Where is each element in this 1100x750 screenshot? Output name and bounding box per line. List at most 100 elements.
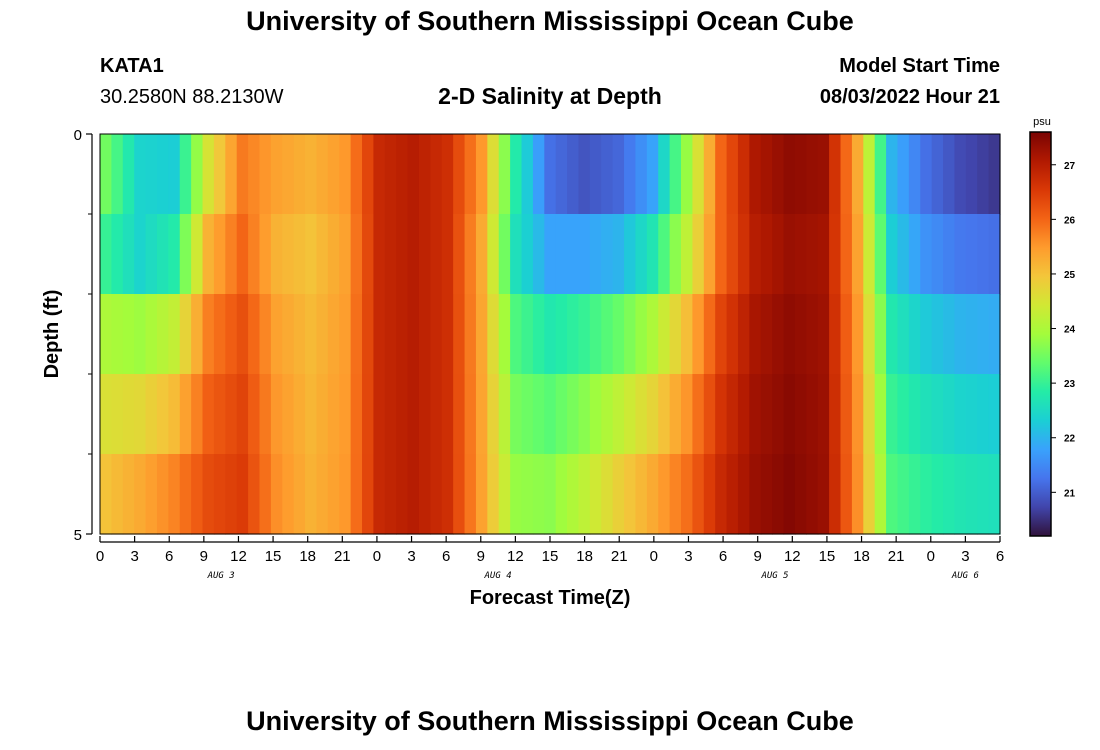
heatmap-cell [954,454,967,535]
heatmap-cell [749,374,762,455]
heatmap-cell [521,454,534,535]
heatmap-cell [293,454,306,535]
colorbar-unit: psu [1033,116,1051,128]
heatmap-cell [931,134,944,215]
y-axis: 0 5 Depth (ft) [41,127,93,544]
heatmap-cell [305,294,318,375]
heatmap-cell [282,134,295,215]
x-tick-label: 15 [542,548,559,565]
heatmap-cell [703,294,716,375]
heatmap-cell [396,134,409,215]
station-coordinates: 30.2580N 88.2130W [100,86,284,108]
heatmap-cell [658,214,671,295]
heatmap-cell [316,214,329,295]
heatmap-cell [396,294,409,375]
heatmap-cell [669,214,682,295]
heatmap-cell [601,374,614,455]
heatmap-cell [567,214,580,295]
heatmap-cell [988,214,1001,295]
heatmap-cell [373,294,386,375]
heatmap-cell [327,454,340,535]
heatmap-cell [202,454,215,535]
heatmap-cell [156,374,169,455]
heatmap-cell [236,374,249,455]
heatmap-cell [589,134,602,215]
heatmap-cell [897,374,910,455]
model-start-value: 08/03/2022 Hour 21 [819,86,1000,108]
heatmap-cell [316,134,329,215]
heatmap-cell [681,294,693,375]
heatmap-cell [920,294,933,375]
heatmap-cell [498,214,511,295]
heatmap-cell [544,454,557,535]
heatmap-cell [248,294,261,375]
heatmap-cell [225,374,238,455]
heatmap-cell [589,214,602,295]
y-tick-label-bottom: 5 [74,527,82,544]
heatmap-cell [897,454,910,535]
heatmap-cell [464,454,477,535]
heatmap-cell [521,294,534,375]
heatmap-cell [931,294,944,375]
heatmap-cell [316,374,329,455]
heatmap-cell [407,214,420,295]
heatmap-cell [122,294,135,375]
heatmap-cell [977,214,990,295]
heatmap-cell [339,454,352,535]
heatmap-cell [840,374,853,455]
x-tick-label: 12 [230,548,247,565]
heatmap-cell [532,374,545,455]
heatmap-cell [487,454,500,535]
x-tick-label: 12 [784,548,801,565]
x-tick-label: 18 [576,548,593,565]
heatmap-cell [555,134,568,215]
heatmap-cell [510,134,523,215]
heatmap-cell [977,134,990,215]
footer-title: University of Southern Mississippi Ocean… [246,706,854,736]
x-tick-label: 6 [442,548,450,565]
heatmap-cell [737,454,750,535]
heatmap-cell [931,374,944,455]
heatmap-cell [840,454,853,535]
heatmap-cell [943,294,956,375]
x-tick-label: 0 [96,548,104,565]
y-axis-title: Depth (ft) [41,290,63,379]
heatmap-cell [612,374,625,455]
heatmap-cell [612,134,625,215]
heatmap-cell [920,214,933,295]
heatmap-cell [954,294,967,375]
heatmap-cell [726,374,739,455]
heatmap-cell [715,134,728,215]
heatmap-cell [920,454,933,535]
heatmap-cell [430,294,443,375]
heatmap-cell [282,294,295,375]
heatmap-cell [817,374,830,455]
heatmap-cell [236,294,249,375]
heatmap-cell [567,134,580,215]
heatmap-cell [134,374,147,455]
heatmap-cell [863,214,876,295]
heatmap-cell [624,294,637,375]
heatmap-cell [589,374,602,455]
heatmap-cell [783,214,796,295]
heatmap-cell [737,374,750,455]
heatmap-cell [908,134,921,215]
heatmap-cell [601,214,614,295]
heatmap-cell [555,294,568,375]
heatmap-cell [612,294,625,375]
x-tick-label: 3 [684,548,692,565]
heatmap-cell [544,214,557,295]
heatmap-cell [145,214,158,295]
x-tick-label: 6 [165,548,173,565]
heatmap-cell [886,454,899,535]
heatmap-cell [829,374,842,455]
heatmap-cell [681,134,693,215]
heatmap-cell [316,454,329,535]
heatmap-cell [874,454,887,535]
heatmap-cell [407,454,420,535]
heatmap-cell [658,454,671,535]
heatmap-cell [578,134,591,215]
heatmap-cell [635,134,648,215]
heatmap-cell [111,294,124,375]
heatmap-cell [646,214,659,295]
